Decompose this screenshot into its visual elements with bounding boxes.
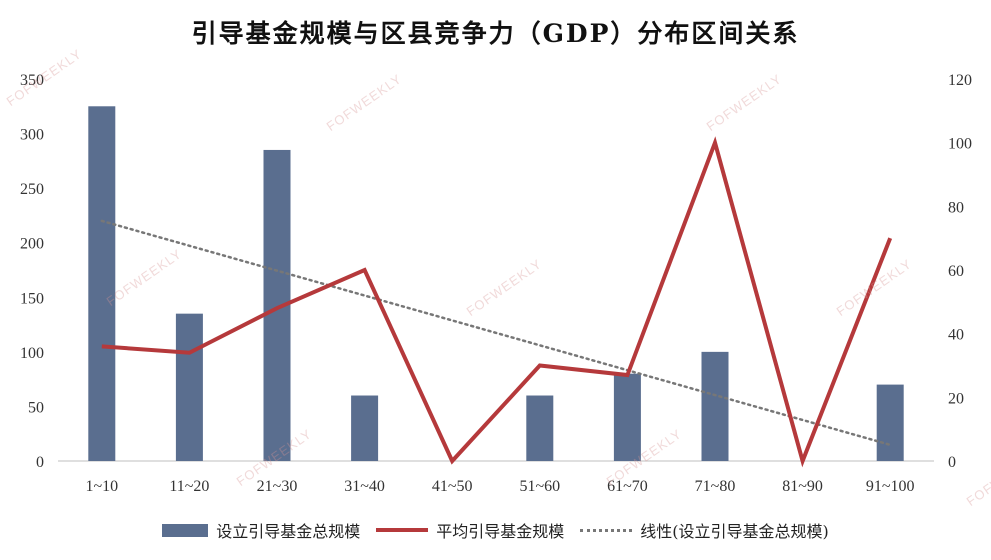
y-left-tick-label: 250 [20, 181, 44, 198]
bar [876, 384, 904, 461]
y-left-tick-label: 350 [20, 72, 44, 89]
avg-line [101, 136, 893, 468]
y-left-tick-label: 150 [20, 290, 44, 307]
y-right-tick-label: 40 [948, 327, 964, 344]
x-tick-label: 71~80 [695, 478, 736, 495]
y-left-tick-label: 200 [20, 236, 44, 253]
y-left-tick-label: 300 [20, 127, 44, 144]
y-right-tick-label: 80 [948, 199, 964, 216]
legend: 设立引导基金总规模 平均引导基金规模 线性(设立引导基金总规模) [0, 518, 991, 542]
legend-label-trend: 线性(设立引导基金总规模) [640, 522, 829, 541]
x-tick-label: 41~50 [432, 478, 473, 495]
x-tick-label: 91~100 [866, 478, 915, 495]
legend-label-bar: 设立引导基金总规模 [216, 522, 361, 541]
x-tick-label: 31~40 [344, 478, 385, 495]
y-right-tick-label: 60 [948, 263, 964, 280]
bar [526, 395, 554, 461]
bar [701, 351, 729, 461]
legend-item-line: 平均引导基金规模 [376, 518, 564, 542]
x-tick-label: 11~20 [169, 478, 209, 495]
legend-item-bar: 设立引导基金总规模 [162, 518, 360, 542]
x-tick-label: 51~60 [519, 478, 560, 495]
y-left-tick-label: 50 [28, 399, 44, 416]
chart-svg: 0 50 100 150 200 250 300 350 0 20 40 60 80 100 120 1~10… [20, 72, 972, 495]
y-right-tick-label: 100 [948, 136, 972, 153]
chart-title: 引导基金规模与区县竞争力（GDP）分布区间关系 [191, 19, 800, 48]
x-tick-label: 61~70 [607, 478, 648, 495]
x-tick-label: 21~30 [257, 478, 298, 495]
bar [351, 395, 379, 461]
x-tick-label: 81~90 [782, 478, 823, 495]
bar [613, 373, 641, 461]
y-right-tick-label: 20 [948, 390, 964, 407]
y-left-tick-label: 0 [36, 454, 44, 471]
legend-swatch-bar [162, 523, 209, 537]
legend-swatch-trend [580, 528, 633, 532]
y-right-tick-label: 120 [948, 72, 972, 89]
y-right-tick-label: 0 [948, 454, 956, 471]
bar [88, 106, 116, 462]
legend-item-trend: 线性(设立引导基金总规模) [580, 518, 829, 542]
bar [175, 313, 203, 461]
trend-line [100, 219, 892, 447]
legend-swatch-line [376, 528, 429, 532]
y-left-tick-label: 100 [20, 345, 44, 362]
legend-label-line: 平均引导基金规模 [436, 522, 565, 541]
x-tick-label: 1~10 [85, 478, 118, 495]
